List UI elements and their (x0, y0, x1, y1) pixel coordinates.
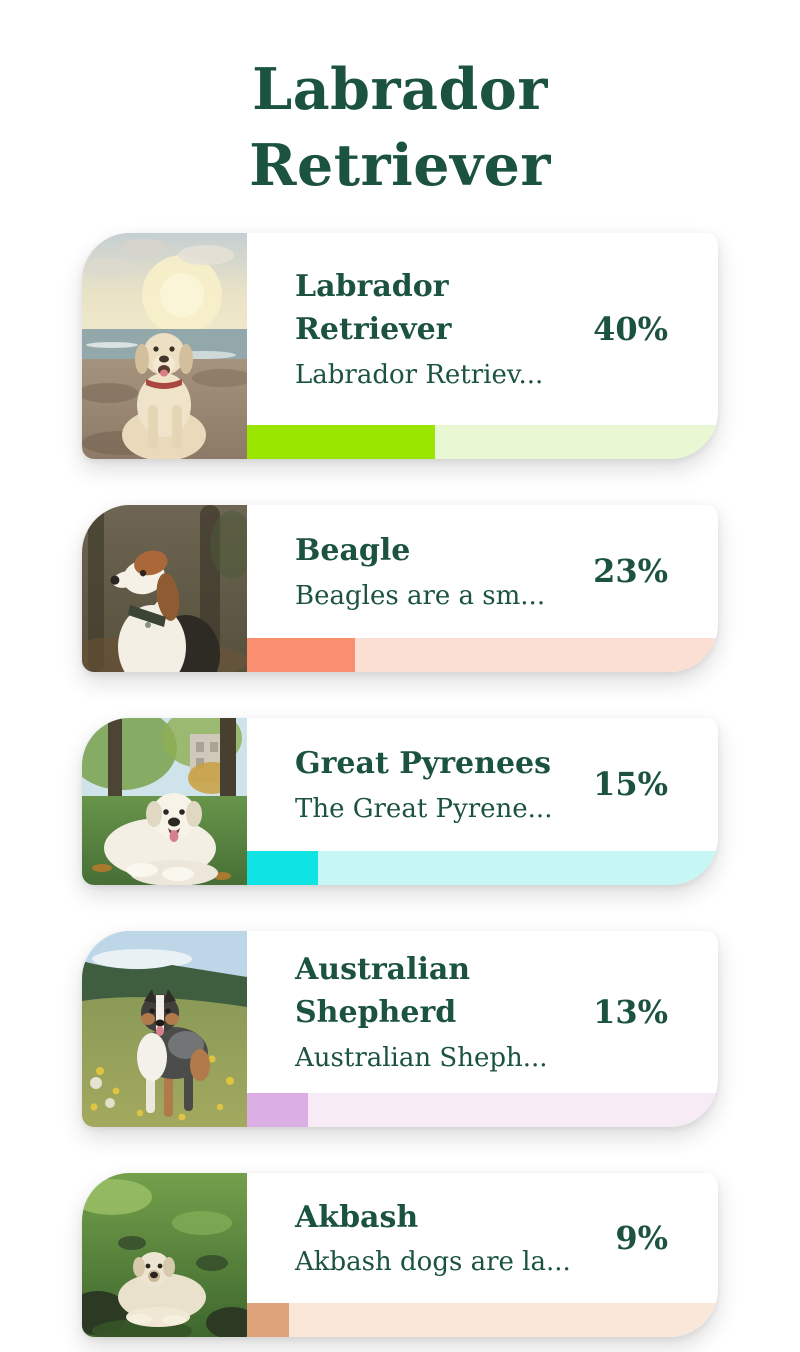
percent-label: 15% (593, 765, 668, 804)
card-content: Beagle Beagles are a sm... 23% (247, 505, 718, 672)
progress-fill (247, 1092, 309, 1127)
card-content: Australian Shepherd Australian Sheph... … (247, 931, 718, 1127)
percent-label: 13% (593, 992, 668, 1031)
progress-bar (247, 637, 718, 672)
akbash-grass-illustration (82, 1172, 247, 1337)
progress-fill (247, 637, 356, 672)
breed-card-labrador-retriever[interactable]: Labrador Retriever Labrador Retriev... 4… (82, 232, 718, 459)
breed-description: Australian Sheph... (295, 1042, 548, 1073)
breed-card-australian-shepherd[interactable]: Australian Shepherd Australian Sheph... … (82, 930, 718, 1127)
beagle-forest-illustration (82, 504, 247, 672)
breed-description: The Great Pyrene... (295, 793, 553, 824)
breed-description: Labrador Retriev... (295, 359, 544, 390)
labrador-beach-photo (82, 232, 247, 459)
great-pyrenees-park-illustration (82, 717, 247, 885)
percent-label: 40% (593, 309, 668, 348)
progress-bar (247, 424, 718, 459)
percent-label: 23% (593, 552, 668, 591)
percent-label: 9% (615, 1218, 668, 1257)
australian-shepherd-meadow-photo (82, 930, 247, 1127)
breed-name: Beagle (295, 533, 411, 569)
australian-shepherd-meadow-illustration (82, 930, 247, 1127)
breed-card-akbash[interactable]: Akbash Akbash dogs are la... 9% (82, 1172, 718, 1337)
breed-name: Labrador Retriever (295, 268, 452, 348)
progress-bar (247, 1092, 718, 1127)
breed-card-beagle[interactable]: Beagle Beagles are a sm... 23% (82, 504, 718, 672)
progress-bar (247, 850, 718, 885)
breed-result-list: Labrador Retriever Labrador Retriev... 4… (82, 232, 718, 1337)
breed-card-great-pyrenees[interactable]: Great Pyrenees The Great Pyrene... 15% (82, 717, 718, 885)
page-title: Labrador Retriever (249, 56, 551, 200)
progress-fill (247, 424, 436, 459)
akbash-grass-photo (82, 1172, 247, 1337)
labrador-beach-illustration (82, 232, 247, 459)
breed-name: Akbash (295, 1199, 419, 1235)
breed-name: Australian Shepherd (295, 951, 471, 1031)
progress-bar (247, 1302, 718, 1337)
breed-description: Akbash dogs are la... (295, 1247, 571, 1278)
card-content: Labrador Retriever Labrador Retriev... 4… (247, 233, 718, 459)
progress-fill (247, 1302, 290, 1337)
progress-fill (247, 850, 318, 885)
breed-description: Beagles are a sm... (295, 580, 546, 611)
breed-name: Great Pyrenees (295, 746, 552, 782)
beagle-forest-photo (82, 504, 247, 672)
great-pyrenees-park-photo (82, 717, 247, 885)
card-content: Akbash Akbash dogs are la... 9% (247, 1173, 718, 1337)
card-content: Great Pyrenees The Great Pyrene... 15% (247, 718, 718, 885)
